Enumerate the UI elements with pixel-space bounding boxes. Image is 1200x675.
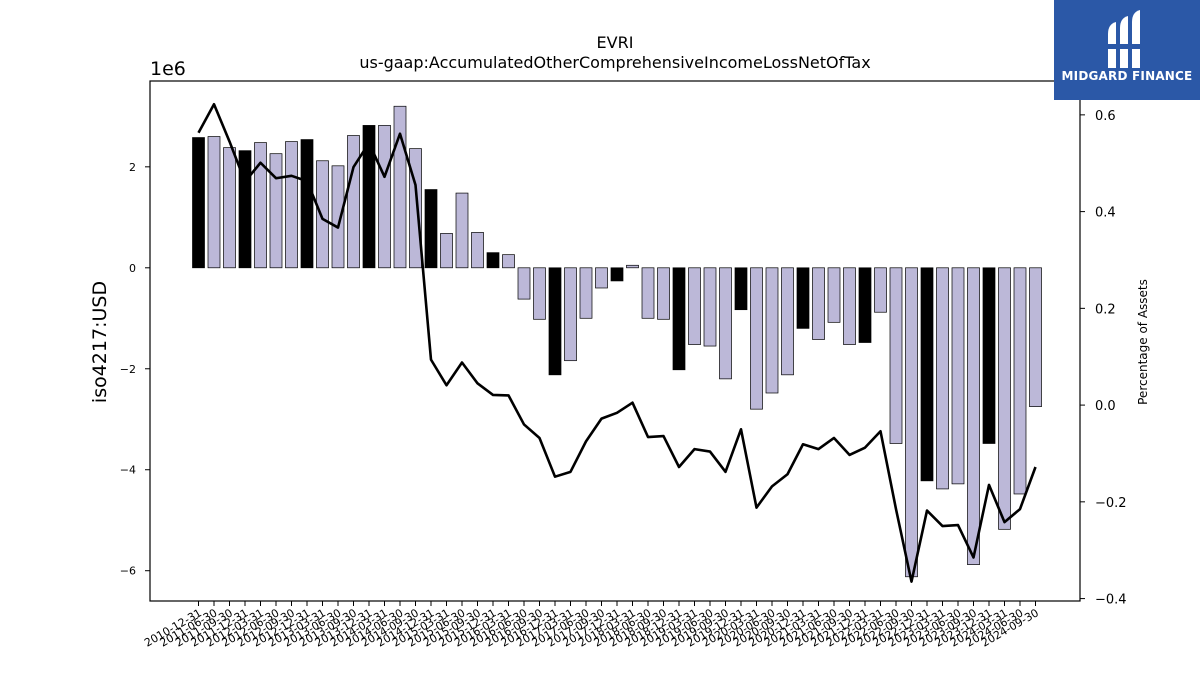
y-axis-ticks: −6 −4 −2 0 2 (120, 161, 150, 578)
bar-2023-03-31 (936, 267, 949, 490)
brand-logo: MIDGARD FINANCE (1054, 0, 1200, 100)
y-tick-label: −6 (120, 565, 136, 578)
bar-2024-03-31 (998, 267, 1011, 530)
bar-2016-03-31 (502, 254, 515, 269)
bar-2014-09-30 (409, 148, 422, 269)
bar-2018-12-31 (672, 267, 686, 371)
bar-2010-12-31 (192, 137, 205, 269)
bar-2022-06-30 (889, 267, 903, 444)
y-offset-label: 1e6 (150, 58, 186, 80)
plot-frame (149, 80, 1081, 602)
bar-2012-12-31 (300, 139, 314, 269)
bar-2017-03-31 (564, 267, 577, 362)
bar-2022-12-31 (920, 267, 934, 482)
bar-2012-06-30 (269, 153, 283, 269)
bar-2019-06-30 (703, 267, 717, 347)
bar-2015-06-30 (455, 192, 469, 269)
midgard-logo-icon (1106, 10, 1144, 68)
bar-2020-12-31 (796, 267, 810, 329)
y2-tick-label: 0.4 (1095, 206, 1116, 221)
bar-2021-09-30 (843, 267, 856, 345)
y-tick-label: −2 (120, 363, 136, 376)
y2-axis-label: Percentage of Assets (1136, 279, 1150, 405)
bar-2020-06-30 (765, 267, 779, 394)
bar-2015-03-31 (440, 233, 453, 269)
bar-2018-06-30 (641, 267, 655, 319)
bar-2021-12-31 (858, 267, 872, 343)
bar-2022-09-30 (905, 267, 918, 578)
y-tick-label: −4 (120, 464, 136, 477)
y2-tick-label: 0.6 (1095, 109, 1116, 124)
y2-axis-ticks: −0.4 −0.2 0.0 0.2 0.4 0.6 (1080, 109, 1127, 608)
bar-2013-03-31 (316, 160, 329, 269)
bar-2011-09-30 (223, 147, 236, 269)
chart-title: EVRI (597, 33, 634, 52)
line-percentage-of-assets (197, 102, 1037, 583)
y2-tick-label: −0.2 (1095, 496, 1127, 511)
bar-2018-09-30 (657, 267, 670, 320)
bar-2019-12-31 (734, 267, 748, 311)
bar-2023-09-30 (967, 267, 980, 566)
bar-2011-06-30 (207, 136, 221, 269)
y2-tick-label: −0.4 (1095, 593, 1127, 608)
bar-2017-06-30 (579, 267, 593, 319)
bar-2017-09-30 (595, 267, 608, 289)
bar-2014-12-31 (424, 189, 438, 269)
bar-series (192, 105, 1042, 578)
bar-2024-09-30 (1029, 267, 1042, 407)
bar-2014-03-31 (378, 125, 391, 269)
brand-logo-text: MIDGARD FINANCE (1061, 69, 1193, 83)
bar-2018-03-31 (626, 264, 639, 269)
bar-2013-12-31 (362, 125, 376, 269)
bar-2020-09-30 (781, 267, 794, 376)
bar-2014-06-30 (393, 105, 407, 269)
bar-2021-06-30 (827, 267, 841, 323)
bar-2024-06-30 (1013, 267, 1027, 495)
bar-2013-09-30 (347, 135, 360, 269)
x-axis-ticks: 2010-12-312011-06-302011-09-302011-12-31… (142, 601, 1041, 650)
bar-2016-12-31 (548, 267, 562, 376)
bar-2017-12-31 (610, 267, 624, 282)
line-series (197, 102, 1037, 583)
y-tick-label: 2 (129, 161, 136, 174)
bar-2013-06-30 (331, 165, 345, 269)
bar-2019-03-31 (688, 267, 701, 345)
bar-2012-03-31 (254, 142, 267, 269)
bar-2023-06-30 (951, 267, 965, 485)
y2-tick-label: 0.2 (1095, 302, 1116, 317)
bar-2015-12-31 (486, 252, 500, 269)
bar-2022-03-31 (874, 267, 887, 313)
bar-2015-09-30 (471, 232, 484, 269)
y2-tick-label: 0.0 (1095, 399, 1116, 414)
y-axis-label: iso4217:USD (89, 281, 111, 403)
bar-2016-09-30 (533, 267, 546, 320)
chart-subtitle: us-gaap:AccumulatedOtherComprehensiveInc… (359, 53, 870, 72)
bar-2021-03-31 (812, 267, 825, 340)
bar-2012-09-30 (285, 141, 298, 269)
bar-2020-03-31 (750, 267, 763, 410)
bar-2016-06-30 (517, 267, 531, 300)
bar-2023-12-31 (982, 267, 996, 444)
y-tick-label: 0 (129, 262, 136, 275)
bar-2019-09-30 (719, 267, 732, 380)
